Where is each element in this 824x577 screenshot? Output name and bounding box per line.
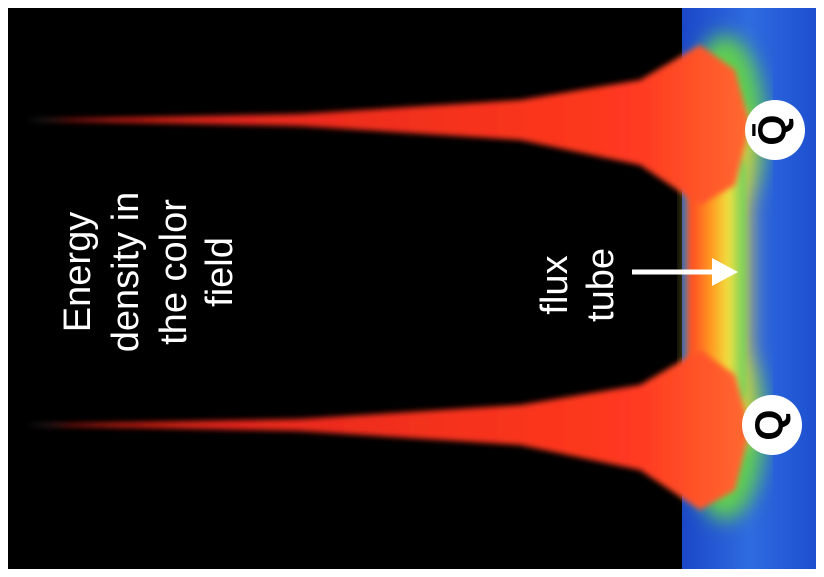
annotation-line: the color — [153, 199, 195, 345]
annotation-line: field — [199, 237, 241, 307]
flux-label: tube — [580, 248, 622, 322]
flux-label: flux — [534, 255, 576, 314]
annotation-line: density in — [105, 192, 147, 353]
flux-tube-image: Q̄ Q Energy density in the color field f… — [0, 0, 824, 577]
quark-label: Q̄ — [751, 114, 795, 145]
quark-label: Q — [748, 409, 792, 440]
annotation-line: Energy — [57, 212, 99, 332]
